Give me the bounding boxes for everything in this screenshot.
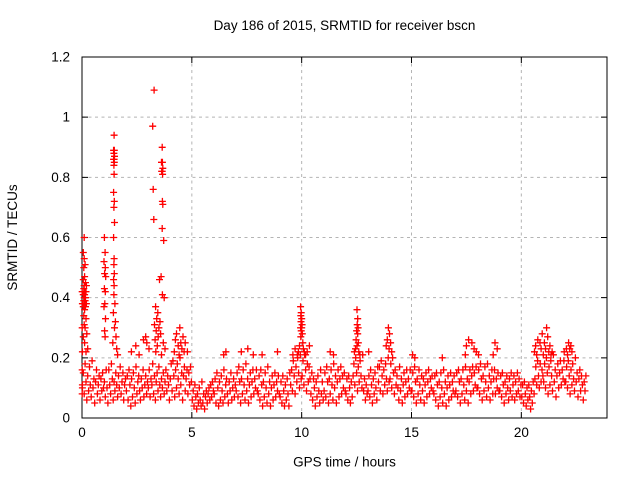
x-axis-label: GPS time / hours [293,455,396,470]
y-tick-label: 0 [62,411,70,426]
y-tick-label: 0.2 [51,350,70,365]
grid-lines [82,57,607,418]
x-tick-label: 15 [404,425,419,440]
y-tick-label: 1 [62,110,70,125]
x-tick-label: 20 [514,425,529,440]
y-axis-label: SRMTID / TECUs [5,184,20,291]
y-tick-label: 0.4 [51,290,70,305]
y-tick-label: 1.2 [51,50,70,65]
x-tick-label: 5 [188,425,196,440]
y-tick-label: 0.6 [51,230,70,245]
y-tick-label: 0.8 [51,170,70,185]
x-tick-label: 0 [78,425,86,440]
chart-title: Day 186 of 2015, SRMTID for receiver bsc… [214,18,476,33]
x-tick-label: 10 [294,425,309,440]
data-points [78,86,590,413]
